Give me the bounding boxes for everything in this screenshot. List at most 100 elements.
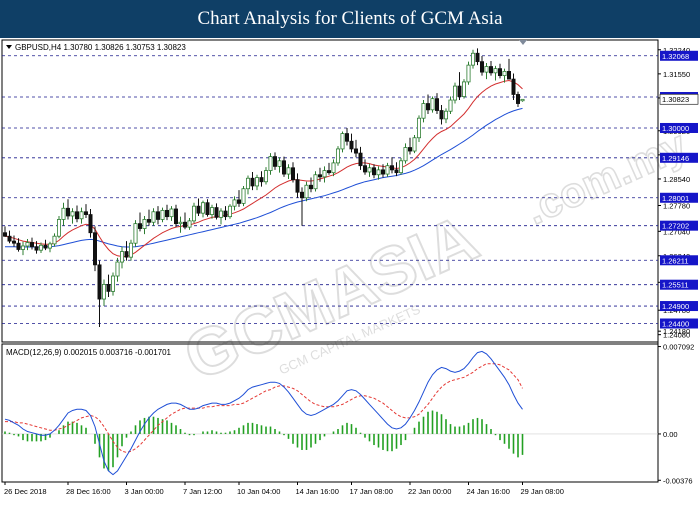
candle-body bbox=[317, 174, 322, 178]
candle-22 bbox=[102, 279, 107, 307]
candle-99 bbox=[448, 96, 453, 115]
candle-66 bbox=[299, 187, 304, 226]
candle-body bbox=[160, 209, 165, 220]
candle-85 bbox=[385, 162, 390, 177]
candle-104 bbox=[470, 49, 475, 69]
candle-37 bbox=[169, 206, 174, 221]
candle-body bbox=[331, 162, 336, 174]
macd-histogram bbox=[4, 410, 524, 471]
candle-body bbox=[268, 156, 273, 171]
candle-body bbox=[120, 251, 125, 263]
candle-body bbox=[48, 243, 53, 249]
candle-body bbox=[304, 184, 309, 199]
candle-74 bbox=[335, 146, 340, 166]
macd-axis: 0.007092 0.00 -0.00376 bbox=[658, 343, 694, 485]
candle-body bbox=[421, 103, 426, 119]
candle-40 bbox=[182, 212, 187, 230]
level-label-8: 1.24900 bbox=[662, 302, 689, 311]
candle-114 bbox=[516, 91, 521, 108]
candle-body bbox=[425, 103, 430, 111]
candle-42 bbox=[191, 202, 196, 223]
candle-body bbox=[443, 110, 448, 120]
candle-97 bbox=[439, 104, 444, 125]
time-tick-label-7: 22 Jan 00:00 bbox=[408, 487, 451, 496]
candle-body bbox=[353, 148, 358, 154]
candle-body bbox=[398, 160, 403, 174]
candle-94 bbox=[425, 94, 430, 115]
candle-63 bbox=[286, 164, 291, 179]
candle-29 bbox=[133, 220, 138, 247]
title-banner: Chart Analysis for Clients of GCM Asia bbox=[0, 0, 700, 38]
candle-body bbox=[187, 220, 192, 228]
candle-body bbox=[403, 147, 408, 162]
candle-body bbox=[115, 261, 120, 277]
candle-39 bbox=[178, 216, 183, 233]
candle-body bbox=[461, 81, 466, 97]
candle-54 bbox=[245, 175, 250, 195]
candle-body bbox=[39, 244, 44, 251]
candle-38 bbox=[173, 204, 178, 228]
candle-9 bbox=[43, 239, 48, 251]
candle-body bbox=[376, 169, 381, 176]
candle-body bbox=[277, 160, 282, 167]
candle-58 bbox=[263, 167, 268, 185]
candle-body bbox=[128, 242, 133, 258]
candle-103 bbox=[466, 61, 471, 85]
time-axis: 26 Dec 2018 28 Dec 16:00 3 Jan 00:00 7 Jan … bbox=[4, 482, 564, 496]
candle-body bbox=[196, 205, 201, 214]
candle-body bbox=[16, 242, 21, 250]
candle-113 bbox=[511, 73, 516, 101]
price-tick-label-5: 1.28540 bbox=[663, 175, 690, 184]
candle-body bbox=[407, 147, 412, 152]
candle-7 bbox=[34, 241, 39, 254]
price-tick-label-1: 1.31550 bbox=[663, 70, 690, 79]
price-tick-label-0: 1.32240 bbox=[663, 46, 690, 55]
candle-30 bbox=[137, 212, 142, 232]
candle-83 bbox=[376, 166, 381, 180]
candle-body bbox=[394, 169, 399, 174]
candle-48 bbox=[218, 208, 223, 225]
candle-body bbox=[259, 177, 264, 183]
candle-96 bbox=[434, 93, 439, 115]
candle-52 bbox=[236, 190, 241, 207]
candle-41 bbox=[187, 218, 192, 230]
candle-body bbox=[506, 71, 511, 80]
level-label-3: 1.29146 bbox=[662, 154, 689, 163]
symbol-dropdown-icon[interactable] bbox=[6, 45, 12, 49]
candle-77 bbox=[349, 133, 354, 153]
candle-body bbox=[281, 160, 286, 175]
candle-108 bbox=[488, 60, 493, 76]
candle-8 bbox=[39, 242, 44, 253]
candle-26 bbox=[120, 246, 125, 269]
candle-body bbox=[358, 152, 363, 167]
candle-body bbox=[241, 188, 246, 204]
candle-body bbox=[344, 133, 349, 142]
price-tick-label-11: 1.24180 bbox=[663, 327, 690, 336]
candle-body bbox=[263, 170, 268, 183]
candle-body bbox=[137, 223, 142, 229]
candle-43 bbox=[196, 198, 201, 216]
candle-4 bbox=[20, 241, 25, 256]
candle-69 bbox=[313, 171, 318, 192]
candle-61 bbox=[277, 157, 282, 173]
candle-body bbox=[178, 221, 183, 225]
candle-body bbox=[29, 242, 34, 248]
candle-12 bbox=[57, 215, 62, 239]
candle-body bbox=[367, 167, 372, 173]
candle-111 bbox=[502, 68, 507, 83]
macd-line bbox=[4, 350, 523, 476]
candle-82 bbox=[371, 164, 376, 179]
candle-101 bbox=[457, 72, 462, 101]
candle-33 bbox=[151, 208, 156, 226]
candle-body bbox=[133, 223, 138, 244]
candle-6 bbox=[29, 237, 34, 250]
candle-78 bbox=[353, 139, 358, 158]
price-tick-label-6: 1.27780 bbox=[663, 201, 690, 210]
candle-body bbox=[286, 167, 291, 175]
candle-body bbox=[169, 208, 174, 218]
candle-59 bbox=[268, 153, 273, 175]
candle-body bbox=[475, 52, 480, 63]
candle-body bbox=[502, 71, 507, 77]
candle-body bbox=[250, 177, 255, 187]
candle-105 bbox=[475, 48, 480, 66]
